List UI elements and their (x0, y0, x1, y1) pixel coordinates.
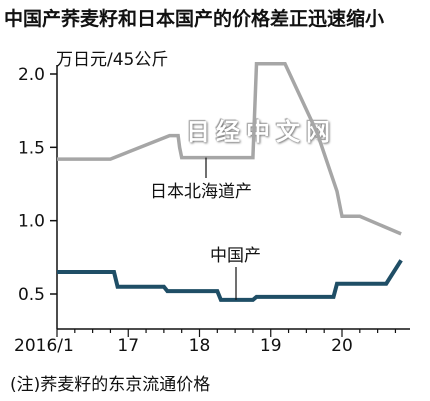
y-tick-label: 1.5 (18, 138, 45, 158)
x-tick-label: 18 (189, 336, 211, 356)
y-tick-label: 1.0 (18, 212, 45, 232)
china-series-label: 中国产 (210, 246, 261, 266)
footnote: (注)荞麦籽的东京流通价格 (10, 370, 210, 395)
y-tick-label: 2.0 (18, 65, 45, 85)
hokkaido-price-line (57, 64, 401, 234)
china-price-line (57, 260, 401, 300)
x-tick-label: 17 (117, 336, 139, 356)
hokkaido-series-label: 日本北海道产 (150, 182, 252, 202)
x-tick-label: 19 (260, 336, 282, 356)
y-tick-label: 0.5 (18, 285, 45, 305)
x-tick-label: 2016/1 (14, 336, 74, 356)
x-tick-label: 20 (331, 336, 353, 356)
